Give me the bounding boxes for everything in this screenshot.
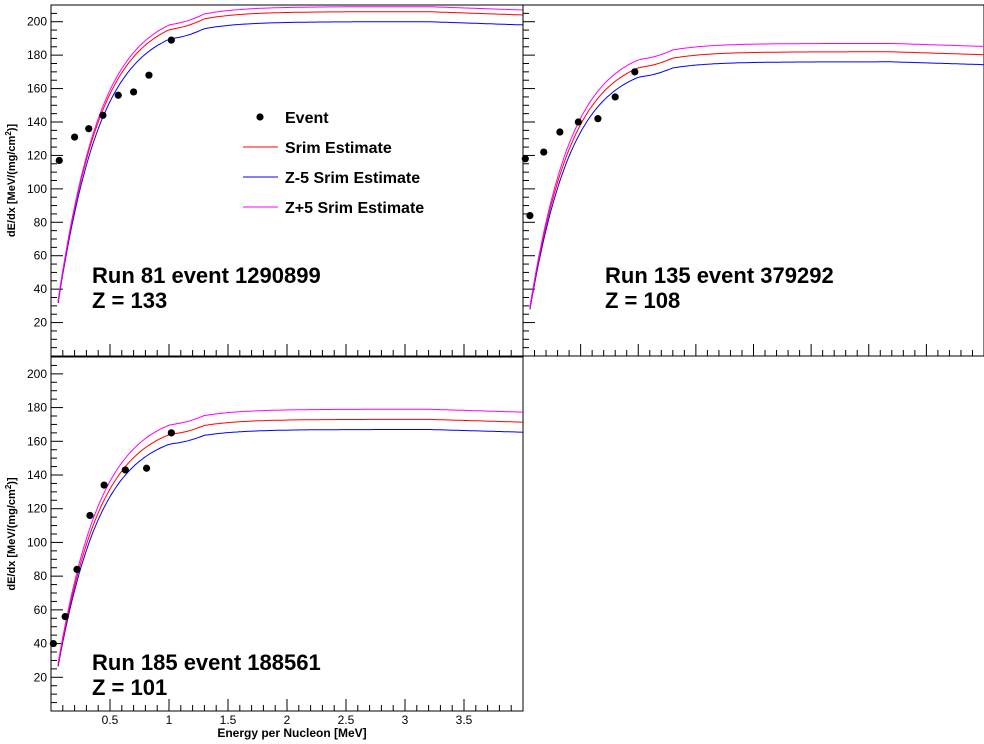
event-point	[521, 155, 529, 163]
x-tick-label: 3	[402, 713, 409, 727]
series-line-srim	[57, 418, 524, 665]
run-annotation: Run 81 event 1290899	[92, 263, 321, 288]
run-annotation: Run 185 event 188561	[92, 650, 321, 675]
x-tick-label: 1.5	[220, 713, 237, 727]
event-point	[167, 36, 175, 44]
y-tick-label: 80	[34, 215, 48, 229]
event-point	[114, 91, 122, 99]
event-point	[55, 156, 63, 165]
legend-label: Event	[285, 110, 329, 127]
legend: Event Srim Estimate Z-5 Srim Estimate Z+5 S…	[243, 110, 424, 217]
event-point	[611, 93, 619, 101]
event-point	[556, 128, 564, 136]
event-point	[142, 464, 151, 472]
y-tick-label: 120	[27, 148, 47, 162]
y-axis-label: dE/dx [MeV/(mg/cm2)]	[4, 477, 19, 591]
y-tick-label: 20	[34, 670, 48, 684]
y-tick-label: 60	[34, 249, 48, 263]
y-tick-label: 140	[27, 115, 47, 129]
y-tick-label: 20	[34, 316, 48, 330]
event-point	[540, 148, 548, 156]
run-annotation: Z = 101	[92, 675, 167, 700]
plot-frame	[522, 4, 984, 357]
series-line-zminus	[529, 61, 984, 310]
run-annotation: Run 135 event 379292	[605, 263, 834, 288]
series-line-srim	[57, 11, 524, 302]
event-point	[145, 71, 153, 79]
event-point	[130, 88, 138, 96]
run-annotation: Z = 108	[605, 288, 680, 313]
x-tick-label: 1	[166, 713, 173, 727]
y-axis-label: dE/dx [MeV/(mg/cm2)]	[4, 124, 19, 238]
event-point	[99, 111, 107, 119]
y-tick-label: 100	[27, 182, 47, 196]
event-point	[631, 68, 639, 76]
event-point	[86, 511, 94, 520]
x-axis-label: Energy per Nucleon [MeV]	[217, 726, 366, 740]
series-line-zplus	[57, 6, 524, 301]
event-point	[49, 639, 57, 648]
panel-bottom-left: 20 40 60 80 100 120 140 160 180 200 0.5 1 1.5 2 2.5 3 3.…	[4, 356, 524, 740]
event-point	[121, 466, 129, 474]
series-line-zplus	[57, 408, 524, 664]
y-tick-label: 40	[34, 282, 48, 296]
y-tick-label: 180	[27, 401, 47, 415]
y-tick-label: 160	[27, 82, 47, 96]
run-annotation: Z = 133	[92, 288, 167, 313]
x-tick-label: 2.5	[338, 713, 355, 727]
y-tick-label: 180	[27, 48, 47, 62]
event-point	[526, 212, 534, 220]
y-tick-label: 160	[27, 434, 47, 448]
event-point	[85, 125, 93, 133]
legend-marker	[256, 113, 264, 121]
x-tick-label: 0.5	[102, 713, 119, 727]
series-line-srim	[529, 51, 984, 308]
event-point	[100, 481, 108, 489]
legend-label: Z-5 Srim Estimate	[285, 170, 420, 187]
y-tick-label: 200	[27, 15, 47, 29]
x-tick-label: 2	[284, 713, 291, 727]
event-point	[594, 115, 602, 123]
series-line-zplus	[529, 43, 984, 307]
legend-label: Srim Estimate	[285, 140, 392, 157]
series-line-zminus	[57, 429, 524, 667]
event-point	[73, 565, 81, 574]
y-tick-label: 40	[34, 637, 48, 651]
y-tick-label: 140	[27, 468, 47, 482]
panel-top-left: 20 40 60 80 100 120 140 160 180 200 dE/dx [MeV/(mg…	[4, 4, 524, 357]
event-point	[574, 118, 582, 126]
event-point	[167, 429, 175, 437]
event-point	[71, 133, 79, 141]
event-point	[61, 613, 69, 621]
y-tick-label: 80	[34, 569, 48, 583]
x-tick-label: 3.5	[456, 713, 473, 727]
y-tick-label: 200	[27, 367, 47, 381]
series-line-zminus	[57, 21, 524, 304]
legend-label: Z+5 Srim Estimate	[285, 200, 424, 217]
y-tick-label: 120	[27, 502, 47, 516]
y-tick-label: 100	[27, 535, 47, 549]
y-tick-label: 60	[34, 603, 48, 617]
